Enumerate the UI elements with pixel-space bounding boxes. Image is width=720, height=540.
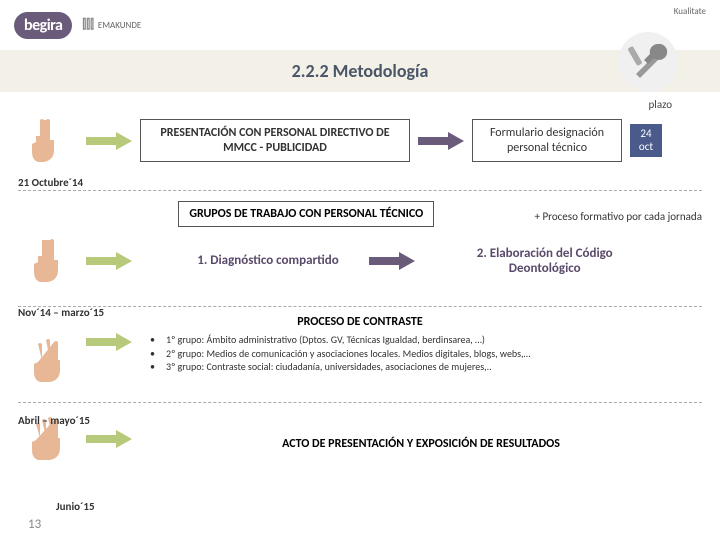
phase-4-row: ACTO DE PRESENTACIÓN Y EXPOSICIÓN DE RES… [18,411,702,466]
hand-three-icon [18,333,78,388]
bullet-1: 1º grupo: Ámbito administrativo (Dptos. … [166,333,485,347]
phase2-grupos-box: GRUPOS DE TRABAJO CON PERSONAL TÉCNICO [178,201,434,227]
date-badge: 24 oct [630,124,662,156]
page-title: 2.2.2 Metodología [0,50,720,92]
divider [18,306,702,307]
phase3-bullets: •1º grupo: Ámbito administrativo (Dptos.… [150,333,530,374]
phase1-side-box: Formulario designación personal técnico [472,119,622,162]
badge-month: oct [636,141,656,153]
arrow-icon [369,252,415,270]
badge-day: 24 [636,128,656,140]
partner-logo: ⫿⫿⫿ EMAKUNDE [82,18,141,32]
arrow-icon [86,333,132,351]
arrow-icon [86,252,132,270]
phase4-final: ACTO DE PRESENTACIÓN Y EXPOSICIÓN DE RES… [140,437,702,451]
hand-one-icon [18,113,78,168]
partner-mark: ⫿⫿⫿ [82,18,94,32]
phase-2-row: 1. Diagnóstico compartido 2. Elaboración… [18,233,702,288]
tools-icon [616,30,680,94]
phase4-date: Junio´15 [56,500,95,513]
partner-label: EMAKUNDE [98,20,141,31]
top-right-label: Kualitate [674,6,706,17]
phase1-date: 21 Octubre´14 [18,176,83,189]
divider [18,402,702,403]
phase2-header-row: GRUPOS DE TRABAJO CON PERSONAL TÉCNICO +… [98,199,702,233]
phase2-col2: 2. Elaboración del Código Deontológico [445,246,645,276]
phase2-columns: 1. Diagnóstico compartido 2. Elaboración… [140,246,702,276]
plazo-label: plazo [18,98,702,111]
phase2-col1: 1. Diagnóstico compartido [197,253,338,268]
content-area: plazo PRESENTACIÓN CON PERSONAL DIRECTIV… [0,92,720,466]
phase-3-row: •1º grupo: Ámbito administrativo (Dptos.… [18,333,702,388]
phase-1-row: PRESENTACIÓN CON PERSONAL DIRECTIVO DE M… [18,113,702,168]
bullet-2: 2º grupo: Medios de comunicación y asoci… [166,347,530,361]
phase3-title: PROCESO DE CONTRASTE [18,315,702,329]
phase3-date: Abril – mayo´15 [18,414,90,427]
hand-two-icon [18,233,78,288]
phase1-main-box: PRESENTACIÓN CON PERSONAL DIRECTIVO DE M… [140,119,410,162]
phase2-plus-note: + Proceso formativo por cada jornada [535,210,702,223]
brand-logo: begira [14,12,72,39]
header-bar: begira ⫿⫿⫿ EMAKUNDE Kualitate [0,0,720,50]
quality-label: Kualitate [674,6,706,17]
arrow-icon [418,132,464,150]
phase2-date: Nov´14 – marzo´15 [18,306,104,319]
divider [18,190,702,191]
bullet-3: 3º grupo: Contraste social: ciudadanía, … [166,360,492,374]
arrow-icon [86,430,132,448]
arrow-icon [86,132,132,150]
page-number: 13 [28,517,41,532]
